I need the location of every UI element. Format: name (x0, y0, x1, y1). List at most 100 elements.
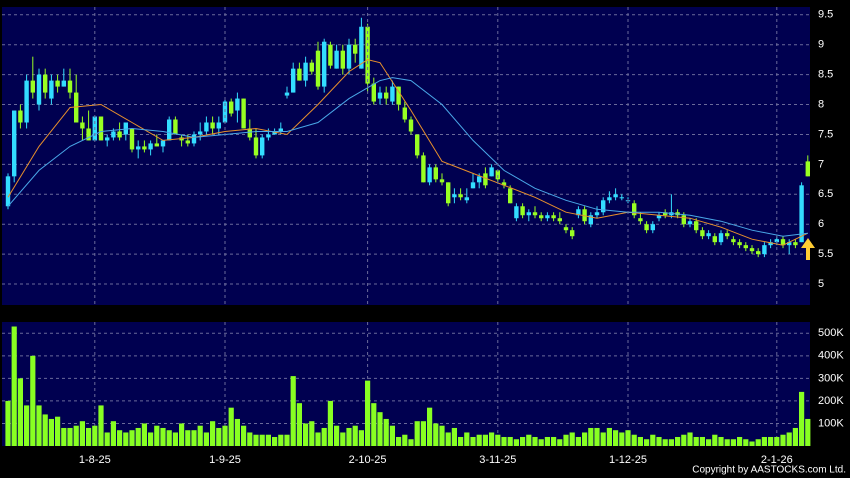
candle-body (98, 116, 104, 141)
volume-bar (296, 403, 302, 446)
volume-bar (613, 430, 619, 446)
candle-body (700, 230, 705, 237)
volume-bar (439, 425, 445, 446)
volume-bar (402, 434, 408, 446)
candle-body (61, 80, 66, 87)
volume-bar (92, 425, 98, 446)
volume-bar (662, 439, 668, 446)
y-tick-label: 6.5 (818, 188, 833, 200)
candle-body (173, 119, 178, 135)
candle-body (718, 233, 724, 243)
volume-bar (768, 436, 774, 446)
candle-body (477, 176, 482, 183)
candle-body (309, 62, 314, 72)
x-tick-label: 3-11-25 (479, 454, 516, 466)
candle-body (712, 236, 717, 243)
copyright: Copyright by AASTOCKS.com Ltd. (692, 465, 846, 476)
candle-body (49, 80, 54, 99)
volume-bar (303, 423, 309, 446)
candle-body (86, 128, 91, 141)
volume-bar (737, 436, 743, 446)
volume-bar (644, 439, 650, 446)
x-tick-label: 2-1-26 (761, 454, 793, 466)
x-tick-label: 1-12-25 (609, 454, 647, 466)
candle-body (55, 80, 60, 87)
candle-body (129, 128, 135, 150)
candle-body (111, 131, 116, 138)
volume-bar (544, 436, 550, 446)
volume-bar (253, 434, 259, 446)
y-tick-label: 8 (818, 98, 824, 110)
candle-body (681, 215, 686, 225)
candle-body (762, 245, 767, 255)
volume-bar (228, 407, 234, 446)
candle-body (588, 215, 593, 225)
volume-bar (513, 439, 519, 446)
candle-body (315, 50, 321, 87)
y-tick-label: 6 (818, 218, 824, 230)
volume-bar (594, 427, 600, 446)
volume-bar (724, 439, 730, 446)
candle-body (663, 212, 668, 216)
volume-bar (749, 441, 755, 446)
volume-bar (582, 432, 588, 446)
volume-bar (166, 430, 172, 446)
price-panel (2, 7, 810, 305)
candle-body (570, 230, 575, 237)
candle-body (229, 101, 234, 114)
volume-bar (104, 432, 110, 446)
volume-bar (414, 421, 420, 446)
volume-bar (631, 434, 637, 446)
candle-body (390, 86, 395, 102)
candle-body (749, 248, 755, 252)
candle-body (328, 44, 333, 66)
candle-body (470, 182, 476, 189)
volume-bar (340, 432, 346, 446)
candle-body (167, 119, 172, 141)
candle-body (303, 62, 308, 81)
candle-body (557, 218, 562, 222)
candle-body (483, 173, 488, 186)
volume-panel (2, 322, 810, 446)
volume-bar (507, 436, 513, 446)
candle-body (563, 227, 569, 231)
y-tick-label: 8.5 (818, 69, 833, 81)
volume-bar (290, 376, 296, 446)
volume-bar (433, 423, 439, 446)
candle-body (105, 137, 110, 141)
candle-body (433, 167, 438, 180)
candle-body (446, 182, 451, 204)
volume-bar (67, 427, 73, 446)
candle-body (694, 221, 699, 231)
candle-body (408, 119, 414, 132)
candle-body (582, 209, 587, 222)
candle-body (67, 80, 73, 93)
volume-bar (774, 436, 780, 446)
volume-bar (98, 405, 104, 446)
volume-bar (588, 427, 594, 446)
volume-bar (699, 436, 705, 446)
volume-bar (743, 439, 749, 446)
volume-bar (141, 423, 147, 446)
candle-body (427, 167, 432, 183)
volume-bar (408, 439, 414, 446)
volume-bar (48, 418, 54, 446)
volume-bar (352, 425, 358, 446)
volume-bar (569, 432, 575, 446)
volume-bar (172, 432, 178, 446)
volume-bar (346, 427, 352, 446)
y-tick-label: 7 (818, 158, 824, 170)
candle-body (260, 137, 265, 156)
volume-bar (377, 412, 383, 446)
y-tick-label: 9.5 (818, 9, 833, 21)
candle-body (737, 242, 742, 246)
volume-bar (365, 380, 371, 446)
volume-bar (551, 436, 557, 446)
volume-bar (420, 421, 426, 446)
candle-body (272, 131, 277, 135)
candle-body (154, 143, 159, 147)
volume-bar (321, 427, 327, 446)
candle-body (322, 41, 327, 87)
volume-bar (538, 439, 544, 446)
volume-bar (36, 405, 42, 446)
